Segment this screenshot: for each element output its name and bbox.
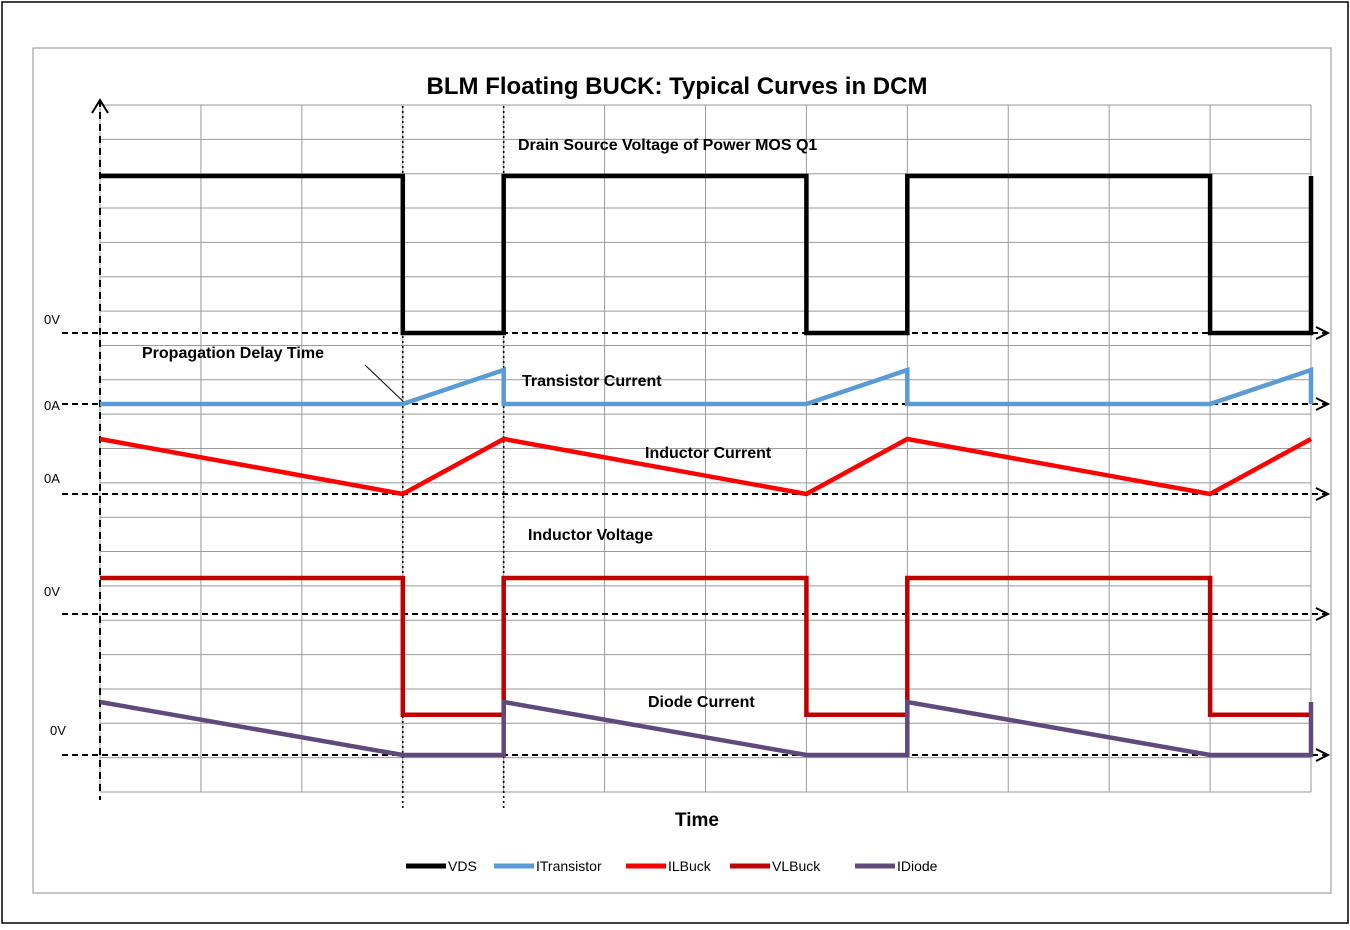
marker-label: Propagation Delay Time xyxy=(142,345,324,362)
series-line-idiode xyxy=(99,699,1314,758)
baseline-arrow xyxy=(1315,487,1331,501)
series-annotations: Drain Source Voltage of Power MOS Q1 Tran… xyxy=(518,137,817,711)
x-axis-label: Time xyxy=(675,810,719,831)
series-line-ilbuck xyxy=(99,436,1313,497)
legend-entry: VLBuck xyxy=(772,858,821,874)
series-annotation: Diode Current xyxy=(648,694,755,711)
series-line-vds xyxy=(100,173,1314,336)
series-line-itransistor xyxy=(100,366,1314,407)
series-lines xyxy=(99,173,1314,758)
series-annotation: Inductor Voltage xyxy=(528,527,653,544)
baseline-arrow xyxy=(1315,748,1331,762)
series-annotation: Transistor Current xyxy=(522,373,662,390)
zero-label: 0V xyxy=(50,723,66,738)
zero-label: 0V xyxy=(44,584,60,599)
zero-label: 0V xyxy=(44,312,60,327)
y-axis-arrow xyxy=(91,98,109,114)
series-annotation: Inductor Current xyxy=(645,445,772,462)
baseline-arrow xyxy=(1315,397,1331,411)
baseline-arrow xyxy=(1315,326,1331,340)
legend: VDS ITransistor ILBuck VLBuck IDiode xyxy=(406,858,938,874)
chart-title: BLM Floating BUCK: Typical Curves in DCM xyxy=(427,73,928,100)
legend-entry: IDiode xyxy=(897,858,938,874)
series-annotation: Drain Source Voltage of Power MOS Q1 xyxy=(518,137,817,154)
zero-label: 0A xyxy=(44,471,60,486)
legend-entry: ITransistor xyxy=(536,858,602,874)
baseline-arrow xyxy=(1315,607,1331,621)
legend-entry: VDS xyxy=(448,858,477,874)
series-line-vlbuck xyxy=(100,575,1311,718)
zero-label: 0A xyxy=(44,398,60,413)
marker-leader xyxy=(364,364,404,402)
legend-entry: ILBuck xyxy=(668,858,712,874)
